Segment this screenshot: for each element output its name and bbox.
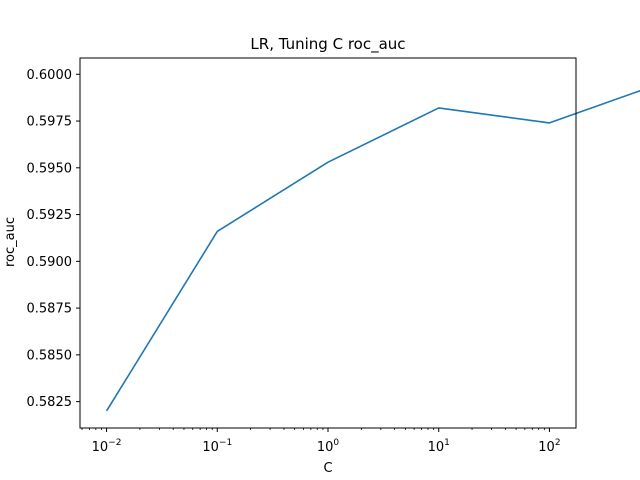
- x-axis: 10−210−1100101102103: [81, 428, 561, 455]
- x-tick-label: 10−1: [202, 438, 232, 455]
- y-tick-label: 0.5825: [27, 395, 73, 410]
- y-tick-label: 0.5900: [27, 255, 73, 270]
- y-tick-label: 0.5925: [27, 208, 73, 223]
- x-axis-label: C: [323, 461, 332, 476]
- chart-title: LR, Tuning C roc_auc: [250, 35, 405, 54]
- x-tick-label: 102: [538, 438, 560, 455]
- x-tick-label: 10−2: [92, 438, 122, 455]
- y-tick-label: 0.5950: [27, 161, 73, 176]
- y-tick-label: 0.5975: [27, 115, 73, 130]
- plot-frame: [79, 57, 577, 429]
- y-tick-label: 0.6000: [27, 68, 73, 83]
- series-line: [105, 89, 640, 412]
- y-axis-label: roc_auc: [3, 217, 18, 267]
- y-axis: 0.5825 0.5850 0.5875 0.5900 0.5925 0.5950 0.59…: [27, 68, 80, 410]
- x-tick-label: 100: [317, 438, 340, 455]
- y-tick-label: 0.5850: [27, 348, 73, 363]
- series-layer: [105, 89, 640, 412]
- x-tick-label: 101: [428, 438, 450, 455]
- y-tick-label: 0.5875: [27, 302, 73, 317]
